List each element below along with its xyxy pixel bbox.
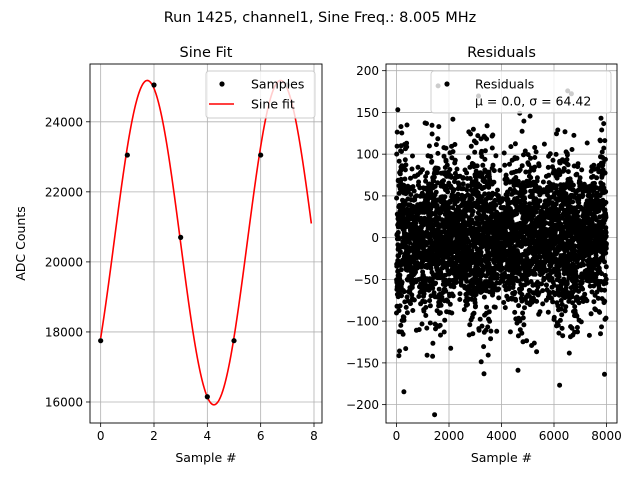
- axes-frame: [385, 63, 618, 424]
- x-axis-label: Sample #: [175, 450, 236, 465]
- x-tick-label: 4: [204, 429, 212, 443]
- y-tick-label: 50: [364, 189, 379, 203]
- y-tick-label: 22000: [45, 185, 83, 199]
- figure-suptitle: Run 1425, channel1, Sine Freq.: 8.005 MH…: [164, 10, 477, 26]
- residuals-panel: 0 2000 4000 6000 8000 −200 −150 −100 −50 0 50 100 15…: [346, 45, 622, 465]
- sample-point: [204, 394, 210, 400]
- sample-point: [178, 234, 184, 240]
- legend-box: [430, 70, 612, 114]
- plot-area: [98, 79, 313, 406]
- y-tick-label: 16000: [45, 395, 83, 409]
- x-tick-label: 0: [393, 429, 401, 443]
- y-tick-label: −200: [346, 398, 379, 412]
- x-tick-label: 6000: [539, 429, 570, 443]
- sine-fit-panel: 0 2 4 6 8 16000 18000 20000 22000 24000 Sine Fit Sa…: [13, 45, 323, 465]
- y-tick-label: 200: [356, 64, 379, 78]
- y-tick-label: 150: [356, 106, 379, 120]
- sample-point: [258, 152, 264, 158]
- x-tick-label: 2000: [434, 429, 465, 443]
- y-tick-label: 20000: [45, 255, 83, 269]
- y-tick-label: 0: [371, 231, 379, 245]
- y-tick-label: −150: [346, 356, 379, 370]
- residual-points: [394, 83, 609, 418]
- sample-point: [124, 152, 130, 158]
- y-tick-label: 100: [356, 148, 379, 162]
- sample-point: [231, 338, 237, 344]
- y-tick-label: −100: [346, 315, 379, 329]
- x-axis-label: Sample #: [471, 450, 532, 465]
- legend-label-sine-fit: Sine fit: [251, 97, 295, 112]
- y-tick-label: 18000: [45, 325, 83, 339]
- sample-point: [151, 82, 157, 88]
- x-tick-label: 0: [97, 429, 105, 443]
- sample-point: [98, 338, 104, 344]
- plot-area: [394, 83, 609, 418]
- panel-title: Residuals: [467, 45, 536, 61]
- legend-label-residuals: Residuals: [475, 77, 534, 92]
- axes-frame: [89, 63, 323, 424]
- legend-label-samples: Samples: [251, 77, 304, 92]
- sine-fit-line: [99, 79, 313, 406]
- legend-stats-residuals: μ = 0.0, σ = 64.42: [475, 94, 591, 109]
- x-tick-label: 4000: [486, 429, 517, 443]
- y-tick-label: 24000: [45, 115, 83, 129]
- x-tick-label: 6: [257, 429, 265, 443]
- legend-marker-residuals: [444, 81, 450, 87]
- y-axis-label: ADC Counts: [13, 206, 28, 281]
- legend-box: [205, 70, 316, 119]
- legend-marker-samples: [219, 81, 225, 87]
- x-tick-label: 8000: [591, 429, 622, 443]
- panel-title: Sine Fit: [180, 45, 233, 61]
- x-tick-label: 8: [310, 429, 318, 443]
- y-tick-label: −50: [354, 273, 379, 287]
- x-tick-label: 2: [150, 429, 158, 443]
